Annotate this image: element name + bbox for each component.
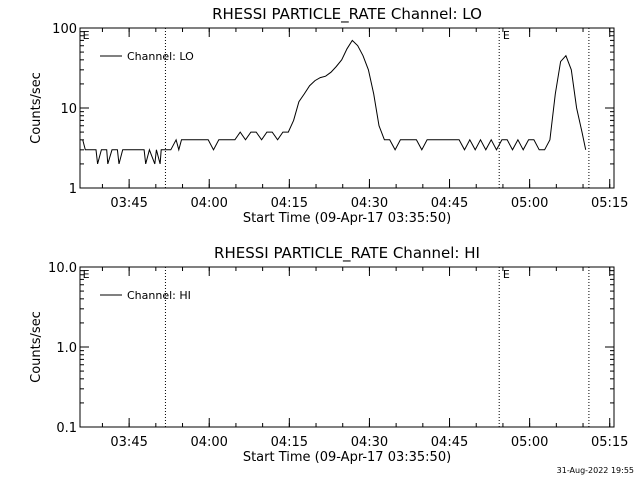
y-tick-label: 1.0: [56, 341, 77, 356]
x-tick-label: 05:15: [591, 196, 628, 211]
x-tick-label: 04:15: [271, 196, 308, 211]
x-tick-label: 05:15: [591, 435, 628, 450]
x-tick-label: 04:15: [271, 435, 308, 450]
x-tick-label: 04:45: [431, 196, 468, 211]
legend-entry: Channel: LO: [127, 50, 194, 63]
legend-entry: Channel: HI: [127, 289, 191, 302]
y-tick-label: 0.1: [56, 421, 77, 436]
series-line-channel-lo: [82, 39, 587, 165]
x-tick-label: 04:45: [431, 435, 468, 450]
footer-timestamp: 31-Aug-2022 19:55: [556, 466, 634, 475]
x-tick-label: 04:30: [351, 196, 388, 211]
y-tick-label: 1: [69, 182, 77, 197]
chart-title: RHESSI PARTICLE_RATE Channel: LO: [212, 5, 482, 24]
event-marker-label: E: [83, 29, 90, 42]
event-marker-label: E: [83, 268, 90, 281]
y-axis-label: Counts/sec: [29, 72, 44, 144]
y-tick-label: 10.0: [48, 261, 77, 276]
x-axis-label: Start Time (09-Apr-17 03:35:50): [243, 450, 451, 465]
x-tick-label: 05:00: [511, 435, 548, 450]
event-marker-label: E: [503, 268, 510, 281]
chart-title: RHESSI PARTICLE_RATE Channel: HI: [214, 244, 480, 263]
y-tick-label: 100: [52, 22, 77, 37]
x-tick-label: 03:45: [110, 196, 147, 211]
event-marker-label: E: [503, 29, 510, 42]
y-tick-label: 10: [60, 102, 77, 117]
x-tick-label: 03:45: [110, 435, 147, 450]
x-tick-label: 04:00: [190, 196, 227, 211]
y-axis-label: Counts/sec: [29, 311, 44, 383]
x-tick-label: 05:00: [511, 196, 548, 211]
x-tick-label: 04:30: [351, 435, 388, 450]
x-axis-label: Start Time (09-Apr-17 03:35:50): [243, 211, 451, 226]
x-tick-label: 04:00: [190, 435, 227, 450]
